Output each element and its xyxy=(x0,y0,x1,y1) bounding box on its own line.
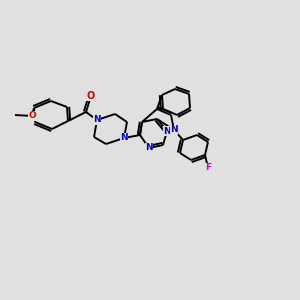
Text: N: N xyxy=(120,134,128,142)
Text: O: O xyxy=(28,112,36,121)
Text: F: F xyxy=(205,164,211,172)
Text: N: N xyxy=(145,143,153,152)
Text: N: N xyxy=(93,116,101,124)
Text: N: N xyxy=(163,127,171,136)
Text: N: N xyxy=(170,125,178,134)
Text: O: O xyxy=(87,91,95,101)
